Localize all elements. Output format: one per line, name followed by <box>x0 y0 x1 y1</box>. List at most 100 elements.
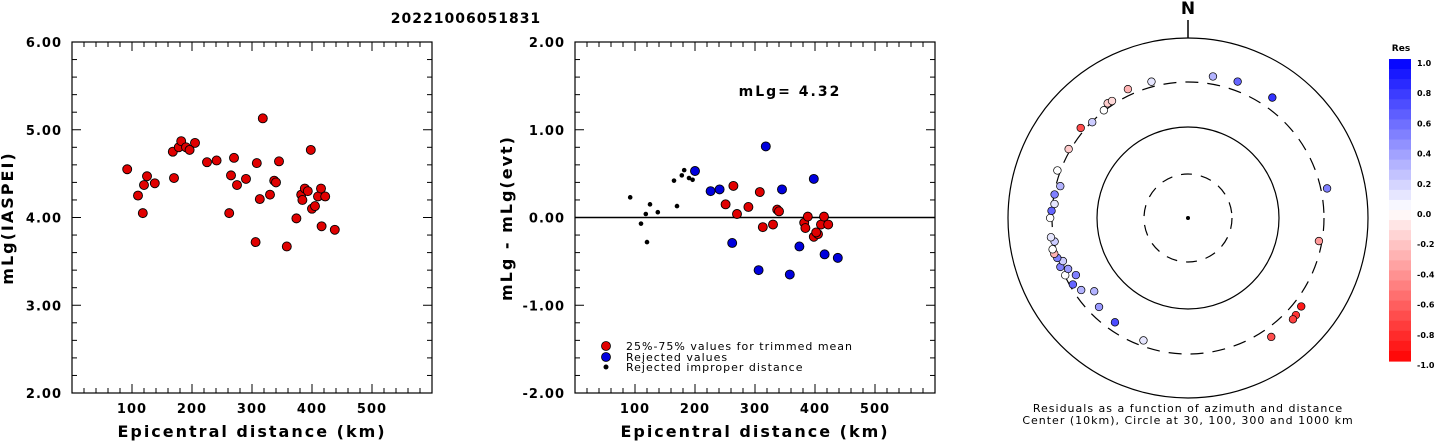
station-residual-point <box>1322 184 1332 193</box>
mlg-y-tick-label: 2.00 <box>26 387 62 402</box>
residual-point-trimmed <box>774 206 784 217</box>
mlg-point <box>254 194 265 205</box>
station-residual-point <box>1090 287 1099 296</box>
legend-marker-distance <box>603 364 609 370</box>
residual-point-rejected <box>753 265 764 276</box>
colorbar-label: -0.6 <box>1417 301 1435 310</box>
colorbar-cell <box>1389 159 1411 171</box>
colorbar-label: 0.8 <box>1417 89 1432 98</box>
mlg-ticks: 100 200 300 400 500 2.00 3.00 4.00 5.00 6.00 <box>26 36 432 417</box>
residual-point-rejected <box>760 141 771 152</box>
residual-point-trimmed <box>802 211 813 222</box>
residual-point-improper <box>681 167 687 173</box>
figure-title: 20221006051831 <box>391 11 541 27</box>
colorbar-label: -0.8 <box>1417 331 1435 340</box>
residual-y-tick-label: 1.00 <box>529 124 565 139</box>
station-residual-point <box>1046 213 1055 223</box>
residual-y-tick-label: -2.00 <box>523 387 565 402</box>
mlg-point <box>305 144 316 155</box>
station-residual-point <box>1076 123 1085 133</box>
polar-caption-line1: Residuals as a function of azimuth and d… <box>1033 402 1343 415</box>
station-residual-point <box>1107 96 1117 106</box>
legend-label-rejected: Rejected values <box>626 351 728 364</box>
mlg-point <box>297 194 308 205</box>
station-residual-point <box>1208 72 1218 81</box>
residual-point-trimmed <box>768 219 778 230</box>
station-residual-point <box>1268 93 1277 102</box>
residual-point-trimmed <box>754 187 765 198</box>
residual-point-improper <box>686 175 692 181</box>
station-residual-point <box>1046 233 1056 242</box>
mlg-x-tick-label: 100 <box>117 402 147 417</box>
colorbar-cell <box>1389 149 1411 161</box>
mlg-point <box>122 164 133 175</box>
station-residual-point <box>1050 190 1059 199</box>
mlg-point <box>226 170 236 181</box>
colorbar-cell <box>1389 210 1411 221</box>
mlg-point <box>265 189 275 200</box>
legend-marker-trimmed <box>601 341 611 351</box>
residual-x-axis-label: Epicentral distance (km) <box>620 422 889 441</box>
residual-x-tick-label: 500 <box>860 402 890 417</box>
residual-point-trimmed <box>819 211 829 222</box>
residual-y-tick-label: 0.00 <box>529 212 565 227</box>
legend: 25%-75% values for trimmed mean Rejected… <box>601 340 853 374</box>
colorbar-cell <box>1389 350 1411 362</box>
station-residual-point <box>1048 245 1057 254</box>
mlg-point <box>190 137 200 148</box>
station-residual-point <box>1147 77 1156 86</box>
mlg-point <box>184 144 195 155</box>
residual-point-rejected <box>705 186 716 197</box>
colorbar-cell <box>1389 89 1411 100</box>
residual-point-improper <box>671 178 677 183</box>
residual-point-trimmed <box>732 209 742 219</box>
mlg-x-axis-label: Epicentral distance (km) <box>117 422 386 441</box>
station-residual-point <box>1056 182 1065 191</box>
mlg-x-tick-label: 200 <box>177 402 207 417</box>
colorbar-cell <box>1389 270 1411 282</box>
residual-point-improper <box>674 203 680 209</box>
mlg-point <box>274 156 284 167</box>
colorbar-cell <box>1389 129 1411 141</box>
residual-x-tick-label: 200 <box>680 402 710 417</box>
station-residual-point <box>1053 166 1062 175</box>
residual-point-improper <box>643 211 649 217</box>
mlg-point <box>302 186 313 197</box>
colorbar-cell <box>1389 169 1411 181</box>
residual-point-improper <box>647 202 653 207</box>
legend-label-trimmed: 25%-75% values for trimmed mean <box>626 340 853 353</box>
epicenter-dot <box>1186 216 1190 220</box>
azimuth-chart: N Residuals as a function of azimuth and… <box>1007 0 1369 427</box>
colorbar-cell <box>1389 189 1411 201</box>
legend-label-distance: Rejected improper distance <box>626 361 804 374</box>
residual-point-improper <box>627 195 633 200</box>
north-label: N <box>1181 0 1195 19</box>
colorbar-cells <box>1389 59 1411 362</box>
station-residual-point <box>1094 302 1104 312</box>
station-residual-point <box>1047 206 1056 215</box>
residual-chart: 100 200 300 400 500 -2.00 -1.00 0.00 1.00 2.00 mL… <box>497 36 936 441</box>
legend-marker-rejected <box>601 352 611 362</box>
residual-point-trimmed <box>823 219 834 230</box>
residual-y-tick-label: 2.00 <box>529 36 565 51</box>
station-residual-point <box>1139 336 1148 345</box>
residual-x-tick-label: 100 <box>620 402 650 417</box>
residual-point-improper <box>655 209 661 215</box>
residual-point-improper <box>638 221 644 226</box>
mlg-y-axis-label: mLg(IASPEI) <box>0 151 17 284</box>
mlg-point <box>241 173 251 184</box>
residual-point-trimmed <box>743 202 754 212</box>
station-residual-point <box>1050 199 1059 209</box>
colorbar-cell <box>1389 340 1411 352</box>
mlg-point <box>139 180 149 190</box>
colorbar-title: Res <box>1392 44 1410 54</box>
residual-point-trimmed <box>728 180 739 191</box>
colorbar-cell <box>1389 330 1411 342</box>
station-residual-point <box>1071 270 1081 280</box>
residual-point-improper <box>679 173 685 178</box>
residual-point-rejected <box>727 237 738 248</box>
station-residual-point <box>1123 84 1133 94</box>
mlg-point <box>232 180 242 190</box>
colorbar-labels: 1.0 0.8 0.6 0.4 0.2 0.0 -0.2 -0.4 -0.6 -0.8 -1.0 <box>1417 59 1435 370</box>
